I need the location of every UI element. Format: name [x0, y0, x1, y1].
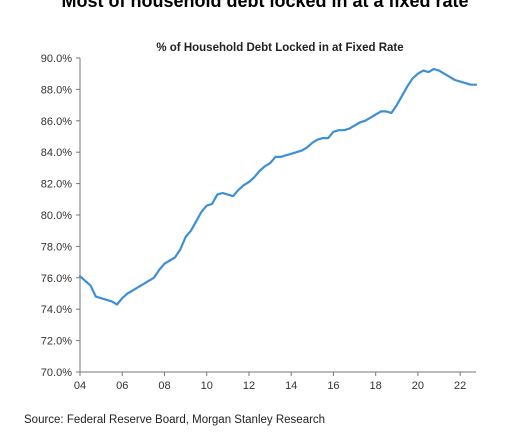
y-tick-label: 84.0%	[41, 147, 72, 159]
y-tick-label: 90.0%	[41, 53, 72, 65]
y-tick-label: 74.0%	[41, 304, 72, 316]
x-tick-label: 22	[454, 380, 466, 392]
y-tick-label: 82.0%	[41, 179, 72, 191]
y-tick-label: 70.0%	[41, 367, 72, 379]
source-note: Source: Federal Reserve Board, Morgan St…	[24, 414, 326, 426]
x-tick-label: 18	[370, 380, 382, 392]
chart-title: % of Household Debt Locked in at Fixed R…	[156, 42, 403, 54]
x-tick-label: 16	[327, 380, 339, 392]
x-tick-label: 04	[74, 380, 86, 392]
y-tick-label: 76.0%	[41, 273, 72, 285]
y-tick-label: 72.0%	[41, 336, 72, 348]
y-tick-label: 88.0%	[41, 84, 72, 96]
y-tick-label: 78.0%	[41, 241, 72, 253]
x-axis-ticks: 04 06 08 10 12 14 16 18 20 22	[74, 372, 466, 392]
y-axis-ticks: 70.0% 72.0% 74.0% 76.0% 78.0% 80.0% 82.0% 84.0%…	[41, 53, 80, 379]
series-line	[78, 67, 478, 306]
headline: Most of household debt locked in at a fi…	[61, 0, 469, 11]
x-tick-label: 12	[243, 380, 255, 392]
y-tick-label: 80.0%	[41, 210, 72, 222]
x-tick-label: 14	[285, 380, 297, 392]
x-tick-label: 10	[201, 380, 213, 392]
y-tick-label: 86.0%	[41, 116, 72, 128]
x-tick-label: 20	[412, 380, 424, 392]
x-tick-label: 08	[158, 380, 170, 392]
x-tick-label: 06	[116, 380, 128, 392]
